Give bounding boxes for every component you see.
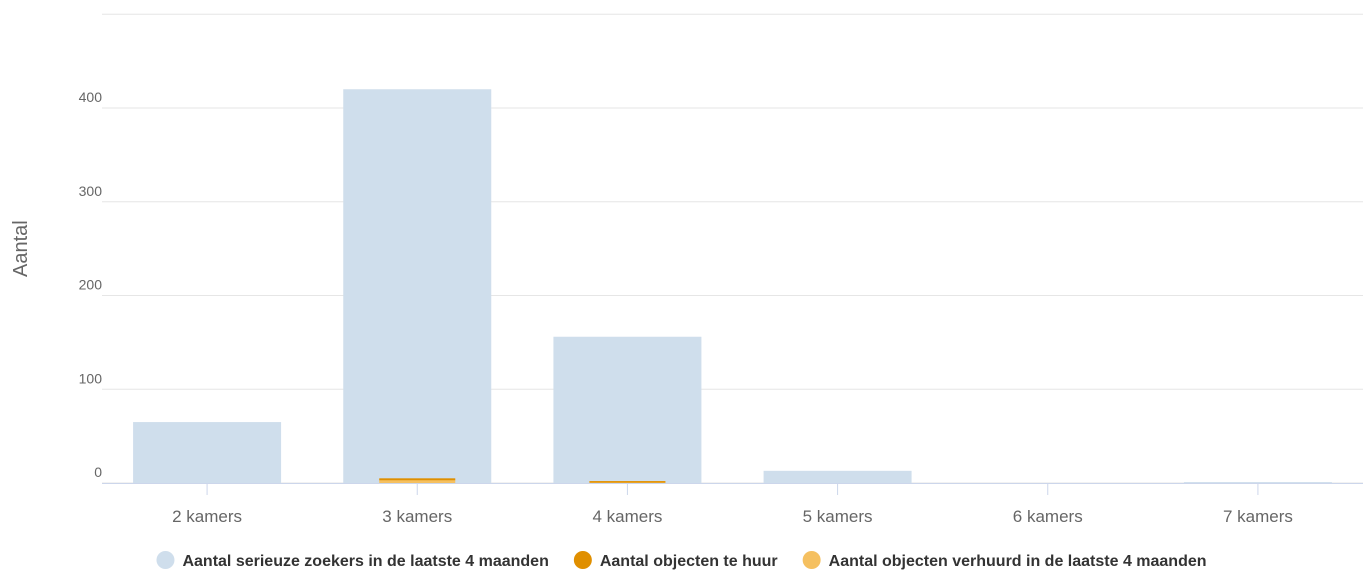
y-tick-label: 200 xyxy=(79,277,103,293)
y-axis-label: Aantal xyxy=(10,220,32,277)
legend-marker xyxy=(802,551,821,569)
legend-label: Aantal objecten verhuurd in de laatste 4… xyxy=(829,553,1207,570)
legend-item: Aantal objecten te huur xyxy=(573,551,778,570)
legend-label: Aantal serieuze zoekers in de laatste 4 … xyxy=(182,553,548,570)
bar-serieuze-zoekers xyxy=(1183,482,1332,483)
legend-item: Aantal objecten verhuurd in de laatste 4… xyxy=(802,551,1207,570)
y-tick-label: 100 xyxy=(79,370,103,386)
x-tick-label: 7 kamers xyxy=(1223,507,1293,526)
x-tick-label: 3 kamers xyxy=(382,507,452,526)
bar-serieuze-zoekers xyxy=(133,422,282,483)
legend-marker xyxy=(156,551,175,569)
x-tick-label: 6 kamers xyxy=(1013,507,1083,526)
x-tick-label: 5 kamers xyxy=(803,507,873,526)
bar-objecten-te-huur xyxy=(589,481,666,483)
x-tick-label: 2 kamers xyxy=(172,507,242,526)
bar-objecten-te-huur xyxy=(379,478,456,481)
bar-serieuze-zoekers xyxy=(553,336,702,483)
y-tick-label: 300 xyxy=(79,183,103,199)
legend-label: Aantal objecten te huur xyxy=(600,553,778,570)
bar-objecten-verhuurd xyxy=(379,479,456,483)
bar-serieuze-zoekers xyxy=(343,89,492,483)
y-tick-label: 400 xyxy=(79,89,103,105)
y-tick-label: 0 xyxy=(94,464,102,480)
bar-serieuze-zoekers xyxy=(763,470,912,483)
x-tick-label: 4 kamers xyxy=(592,507,662,526)
legend-marker xyxy=(573,551,592,569)
legend-item: Aantal serieuze zoekers in de laatste 4 … xyxy=(156,551,549,570)
